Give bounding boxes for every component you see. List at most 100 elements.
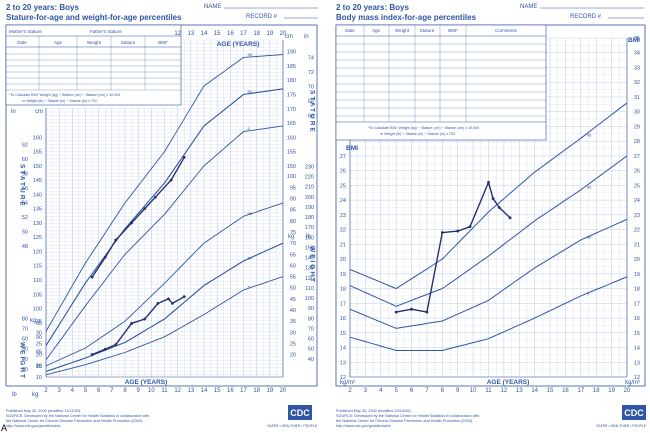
patient-bmi-line (396, 180, 511, 313)
left-unit-cm-top: cm (285, 34, 293, 40)
left-age-tick-bottom: 7 (110, 388, 114, 394)
left-stature-cm-tick: 155 (33, 150, 42, 156)
left-age-tick-bottom: 9 (136, 388, 140, 394)
bmi-percentile-curve-85 (349, 155, 628, 307)
right-footer-4: http://www.cdc.gov/growthcharts (336, 424, 391, 428)
bmi-tick-right: 22 (634, 228, 640, 234)
bmi-tick-right: 20 (634, 257, 640, 263)
bmi-tick-left: 24 (340, 198, 346, 204)
left-stature-in-tick: 60 (22, 157, 28, 163)
right-title-line2: Body mass index-for-age percentiles (336, 13, 477, 22)
bmi-tick-left: 20 (340, 257, 346, 263)
left-age-tick-bottom: 4 (71, 388, 75, 394)
left-name-label: NAME (204, 4, 221, 10)
left-weight-kg-tick: 35 (36, 319, 42, 325)
bmi-tick-right: 30 (634, 110, 640, 116)
left-age-tick-bottom: 13 (187, 388, 194, 394)
left-stature-cm-tick: 95 (36, 321, 42, 327)
right-weight-lb-tick: 50 (308, 347, 314, 353)
left-footer-3: the National Center for Chronic Disease … (6, 419, 143, 423)
patient-stature-point (153, 195, 157, 199)
right-weight-lb-tick: 150 (305, 245, 314, 251)
right-weight-kg-tick: 75 (290, 230, 296, 236)
bmi-percentile-curve-95 (349, 102, 628, 290)
right-stature-cm-tick: 150 (287, 164, 296, 170)
left-age-tick-bottom: 10 (148, 388, 155, 394)
right-record-label: RECORD # (570, 14, 602, 20)
left-bmi-note-2: or Weight (lb) ÷ Stature (in) ÷ Stature … (22, 99, 97, 103)
patient-bmi-point (410, 307, 413, 311)
left-weight-lb-tick: 40 (22, 357, 28, 363)
patient-weight-point (156, 301, 160, 305)
right-age-tick: 8 (441, 388, 445, 394)
right-unit-left: kg/m² (340, 380, 355, 386)
left-stature-in-tick: 62 (22, 143, 28, 149)
right-stature-in-tick: 66 (308, 114, 314, 120)
bmi-tick-right: 33 (634, 65, 640, 71)
right-footer-1: Published May 30, 2000 (modified 10/16/0… (336, 409, 412, 413)
left-cdc-logo-text: CDC (290, 408, 310, 418)
right-cdc-logo (622, 405, 646, 420)
right-weight-lb-tick: 60 (308, 337, 314, 343)
figure-label: A (1, 423, 7, 433)
left-stature-cm-tick: 120 (33, 249, 42, 255)
right-weight-lb-tick: 40 (308, 357, 314, 363)
left-stature-label-left: STATURE (19, 164, 26, 208)
bmi-tick-left: 17 (340, 301, 346, 307)
left-weight-label-left: WEIGHT (19, 342, 26, 380)
right-weight-lb-tick: 220 (305, 175, 314, 181)
bmi-tick-left: 18 (340, 287, 346, 293)
patient-bmi-point (394, 310, 398, 314)
left-age-tick-bottom: 8 (123, 388, 127, 394)
left-stature-cm-tick: 110 (33, 278, 42, 284)
patient-bmi-point (491, 197, 495, 201)
left-age-tick-top: 13 (187, 31, 194, 37)
right-weight-kg-tick: 70 (290, 241, 296, 247)
bmi-tick-left: 16 (340, 316, 346, 322)
left-unit-cm-left: cm (35, 109, 43, 115)
bmi-tick-left: 19 (340, 272, 346, 278)
patient-weight-point (171, 301, 174, 305)
left-weight-kg-tick: 10 (36, 375, 42, 381)
right-th-date: Date (345, 28, 355, 33)
left-th-stature: Stature (121, 40, 136, 45)
patient-stature-point (103, 255, 107, 259)
right-stature-in-tick: 72 (308, 70, 314, 76)
right-footer-3: the National Center for Chronic Disease … (336, 419, 473, 423)
left-age-tick-top: 16 (227, 31, 234, 37)
left-age-tick-bottom: 18 (253, 388, 260, 394)
bmi-percentile-curve-50 (349, 218, 628, 329)
right-weight-kg-tick: 95 (290, 185, 296, 191)
bmi-tick-right: 13 (634, 360, 640, 366)
right-bmi-note-2: or Weight (lb) ÷ Stature (in) ÷ Stature … (380, 132, 455, 136)
right-stature-cm-tick: 160 (287, 135, 296, 141)
right-age-tick: 5 (394, 388, 398, 394)
left-unit-in-top: in (304, 34, 309, 40)
left-stature-cm-tick: 125 (33, 235, 42, 241)
left-weight-lb-tick: 50 (22, 347, 28, 353)
right-weight-kg-tick: 100 (287, 174, 296, 180)
left-age-tick-top: 15 (214, 31, 221, 37)
right-weight-kg-tick: 90 (290, 196, 296, 202)
right-grid (349, 37, 628, 378)
right-age-tick: 17 (577, 388, 584, 394)
left-stature-cm-tick: 135 (33, 207, 42, 213)
left-age-tick-top: 18 (253, 31, 260, 37)
left-stature-cm-tick: 90 (36, 335, 42, 341)
right-weight-lb-tick: 170 (305, 225, 314, 231)
right-stature-in-tick: 70 (308, 85, 314, 91)
right-weight-kg-tick: 45 (290, 297, 296, 303)
left-age-tick-top: 14 (201, 31, 208, 37)
bmi-percentile-label: 50 (587, 234, 592, 239)
left-age-axis-top: AGE (YEARS) (217, 41, 260, 48)
right-title-line1: 2 to 20 years: Boys (336, 3, 409, 12)
patient-weight-point (182, 295, 186, 299)
left-stature-in-tick: 48 (22, 244, 28, 250)
left-stature-cm-tick: 105 (33, 292, 42, 298)
right-weight-kg-tick: 80 (290, 219, 296, 225)
bmi-tick-right: 19 (634, 272, 640, 278)
right-tagline: SAFER • HEALTHIER • PEOPLE (596, 424, 647, 428)
bmi-tick-right: 25 (634, 183, 640, 189)
patient-stature-point (143, 207, 147, 211)
percentile-label: 95 (248, 211, 253, 216)
